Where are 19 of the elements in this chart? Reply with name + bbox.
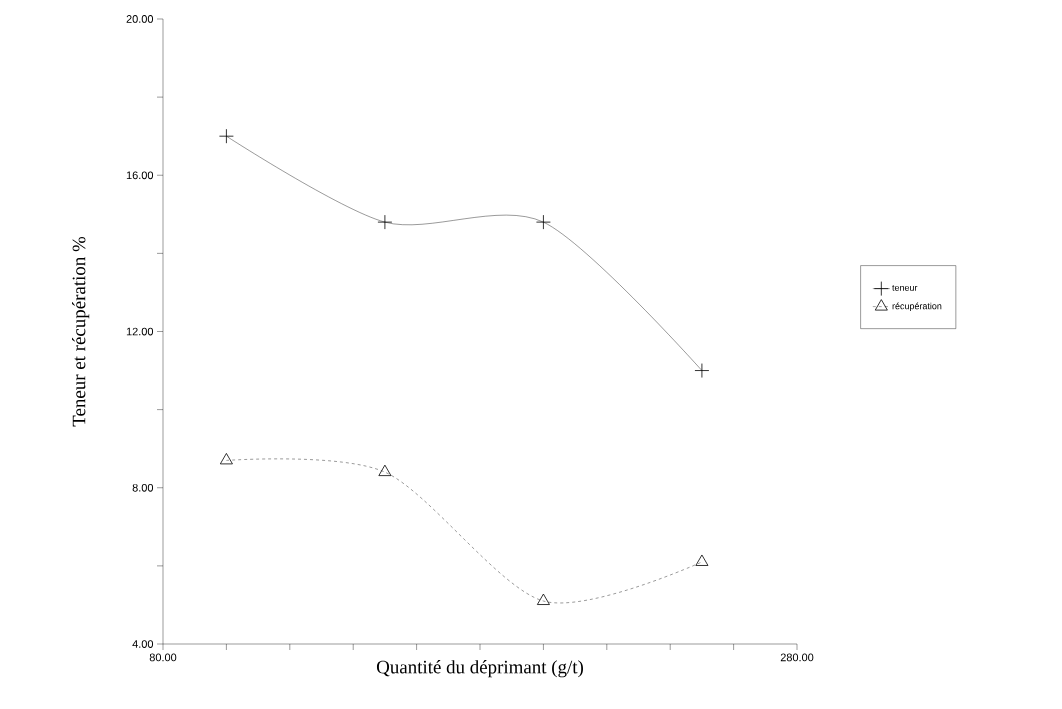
x-axis-title: Quantité du déprimant (g/t) <box>376 660 583 678</box>
point <box>695 554 709 566</box>
y-tick-label: 12.00 <box>126 327 154 336</box>
point <box>377 214 393 230</box>
legend-label: récupération <box>892 302 942 312</box>
point <box>378 464 392 477</box>
point <box>536 214 551 230</box>
y-tick-label: 8.00 <box>132 483 154 492</box>
x-tick-label: 280.00 <box>780 653 814 662</box>
point <box>219 453 233 465</box>
point <box>694 363 710 378</box>
y-tick-label: 4.00 <box>132 640 154 648</box>
y-axis-title: Teneur et récupération % <box>72 236 90 427</box>
x-tick-label: 80.00 <box>149 653 177 662</box>
y-tick-label: 16.00 <box>126 171 154 180</box>
point <box>219 128 234 144</box>
y-tick-label: 20.00 <box>126 15 154 23</box>
legend-label: teneur <box>892 284 918 291</box>
point <box>536 593 550 605</box>
